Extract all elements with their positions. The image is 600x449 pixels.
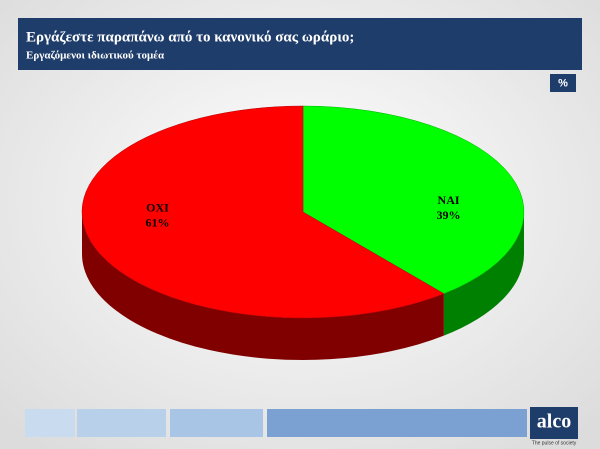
- header-bar: [18, 18, 582, 70]
- footer-block: [77, 409, 166, 437]
- slice-label: ΟΧΙ: [146, 200, 169, 214]
- logo: alco: [537, 411, 571, 433]
- footer-block: [170, 409, 263, 437]
- value-label: 61%: [145, 215, 169, 229]
- tagline: The pulse of society: [532, 440, 577, 446]
- footer-block: [25, 409, 75, 437]
- logo-box: [530, 407, 578, 439]
- slice-label: ΝΑΙ: [438, 193, 460, 207]
- unit-badge: [550, 74, 576, 92]
- unit-label: %: [558, 77, 568, 89]
- slice: [302, 105, 525, 294]
- footer-block: [267, 409, 527, 437]
- value-label: 39%: [437, 208, 461, 222]
- slice-side: [81, 212, 444, 361]
- slice-side: [443, 212, 524, 336]
- chart-subtitle: Εργαζόμενοι ιδιωτικού τομέα: [26, 50, 165, 62]
- chart-title: Εργάζεστε παραπάνω από το κανονικό σας ω…: [26, 29, 354, 45]
- slice: [81, 105, 445, 319]
